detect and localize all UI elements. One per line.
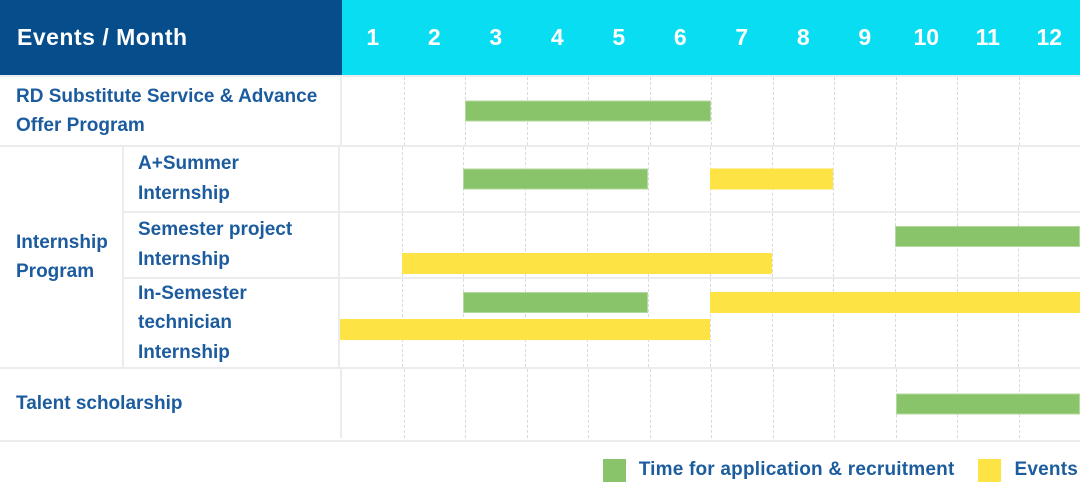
month-gridline — [711, 77, 712, 145]
legend-label: Events — [1014, 459, 1078, 480]
month-label: 11 — [975, 24, 1000, 50]
month-gridline — [895, 278, 896, 367]
month-gridline — [401, 147, 403, 211]
table-row: In-Semester technician Internship — [124, 276, 1080, 367]
month-gridline — [403, 77, 405, 145]
month-gridline — [834, 369, 835, 438]
table-row: RD Substitute Service & Advance Offer Pr… — [0, 75, 1080, 145]
table-row: Semester project Internship — [124, 210, 1080, 277]
month-label: 5 — [612, 24, 626, 50]
legend-item-application-recruitment: Time for application & recruitment — [602, 458, 955, 482]
gantt-bar — [463, 291, 649, 313]
table-header-row: Events / Month 1 2 3 4 5 6 7 8 9 10 11 12 — [0, 0, 1080, 75]
month-label: 2 — [427, 24, 441, 50]
month-label: 12 — [1036, 24, 1063, 50]
yellow-swatch-icon — [978, 458, 1002, 482]
events-month-header: Events / Month — [0, 0, 342, 75]
month-gridline — [586, 212, 588, 277]
month-gridline — [956, 278, 958, 367]
month-gridline — [772, 77, 774, 145]
internship-program-subrows: A+Summer Internship Semester project Int… — [124, 147, 1080, 367]
month-label: 7 — [735, 24, 749, 50]
month-gridline — [463, 212, 465, 277]
month-gridline — [833, 147, 835, 211]
month-gridline — [648, 147, 650, 211]
gantt-bar — [340, 318, 710, 340]
row-label-rd-substitute: RD Substitute Service & Advance Offer Pr… — [0, 77, 342, 145]
green-swatch-icon — [602, 458, 626, 482]
gantt-bar — [710, 291, 1080, 313]
internship-program-group: Internship Program A+Summer Internship S… — [0, 145, 1080, 367]
month-gridline — [525, 212, 526, 277]
month-gridline — [711, 369, 712, 438]
month-gridline — [834, 77, 835, 145]
month-label: 9 — [858, 24, 872, 50]
gantt-lane-talent-scholarship — [342, 369, 1080, 438]
month-gridline — [403, 369, 405, 438]
legend: Time for application & recruitment Event… — [0, 455, 1078, 485]
gantt-lane-a-plus-summer — [340, 147, 1080, 211]
row-label-in-semester-technician: In-Semester technician Internship — [124, 278, 340, 367]
month-header-cells: 1 2 3 4 5 6 7 8 9 10 11 12 — [342, 0, 1080, 75]
month-gridline — [772, 369, 774, 438]
month-label: 10 — [913, 24, 940, 50]
table-row: Talent scholarship — [0, 367, 1080, 438]
month-gridline — [771, 278, 773, 367]
gantt-bar — [401, 252, 772, 274]
month-gridline — [895, 77, 897, 145]
gantt-bar — [463, 168, 649, 190]
month-label: 3 — [489, 24, 503, 50]
month-gridline — [895, 147, 896, 211]
gantt-table: Events / Month 1 2 3 4 5 6 7 8 9 10 11 12 RD Substi… — [0, 0, 1080, 442]
month-label: 4 — [550, 24, 564, 50]
row-label-semester-project: Semester project Internship — [124, 212, 340, 277]
legend-item-events: Events — [978, 458, 1078, 482]
legend-label: Time for application & recruitment — [638, 459, 955, 480]
group-label-internship-program: Internship Program — [0, 147, 124, 367]
month-gridline — [401, 212, 403, 277]
month-gridline — [833, 278, 835, 367]
gantt-lane-in-semester-technician — [340, 278, 1080, 367]
row-label-a-plus-summer: A+Summer Internship — [124, 147, 340, 211]
month-gridline — [957, 77, 958, 145]
gantt-bar — [710, 168, 834, 190]
month-gridline — [526, 369, 528, 438]
month-gridline — [710, 278, 711, 367]
gantt-lane-semester-project — [340, 212, 1080, 277]
row-label-talent-scholarship: Talent scholarship — [0, 369, 342, 438]
month-label: 8 — [796, 24, 810, 50]
month-gridline — [649, 369, 651, 438]
month-gridline — [956, 147, 958, 211]
gantt-bar — [465, 100, 711, 122]
table-row: A+Summer Internship — [124, 147, 1080, 211]
month-gridline — [648, 212, 650, 277]
month-gridline — [588, 369, 589, 438]
month-gridline — [1018, 147, 1020, 211]
gantt-bar — [895, 393, 1080, 414]
month-gridline — [1018, 77, 1020, 145]
month-label: 6 — [673, 24, 687, 50]
month-gridline — [1018, 278, 1020, 367]
gantt-lane-rd-substitute — [342, 77, 1080, 145]
month-label: 1 — [366, 24, 380, 50]
month-gridline — [833, 212, 835, 277]
month-gridline — [465, 369, 466, 438]
month-gridline — [771, 212, 773, 277]
month-gridline — [710, 212, 711, 277]
gantt-bar — [895, 225, 1080, 247]
